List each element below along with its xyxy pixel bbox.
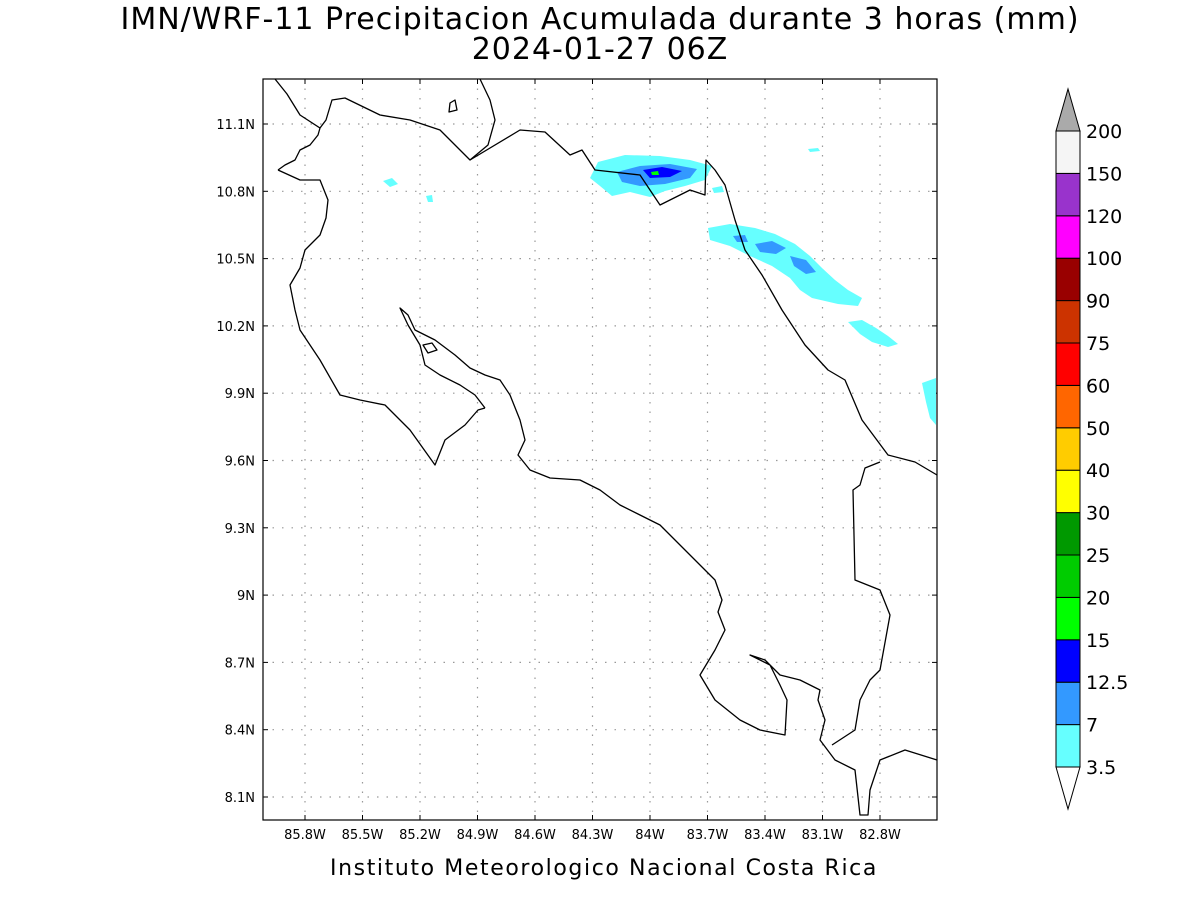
nicoya-gulf	[399, 307, 938, 816]
colorbar-swatch	[1055, 257, 1081, 302]
lon-tick-label: 83.1W	[802, 828, 844, 843]
colorbar-label: 200	[1086, 121, 1122, 143]
pacific-north-coast	[277, 169, 486, 466]
rain-area-blue	[755, 241, 786, 254]
lon-tick-label: 84.6W	[514, 828, 556, 843]
colorbar-bottom-arrow	[1055, 766, 1081, 811]
lat-tick-label: 10.2N	[216, 320, 255, 335]
colorbar-label: 15	[1086, 630, 1110, 652]
lat-tick-label: 9.9N	[225, 387, 255, 402]
colorbar-label: 150	[1086, 163, 1122, 185]
coastlines	[274, 78, 938, 816]
colorbar-swatch	[1055, 300, 1081, 344]
lat-tick-label: 9N	[237, 589, 255, 604]
colorbar-label: 20	[1086, 587, 1110, 609]
footer-credit: Instituto Meteorologico Nacional Costa R…	[330, 856, 878, 881]
lon-tick-label: 85.8W	[284, 828, 326, 843]
colorbar-label: 7	[1086, 715, 1098, 737]
nicaragua-coast-lake	[274, 78, 938, 476]
colorbar-swatch	[1055, 215, 1081, 259]
lat-tick-label: 11.1N	[216, 118, 255, 133]
nicaragua-northeast-coast	[469, 78, 496, 161]
colorbar-label: 75	[1086, 333, 1110, 355]
rain-area-cyan	[922, 378, 936, 425]
lat-tick-label: 9.3N	[225, 522, 255, 537]
map-valid-time: 2024-01-27 06Z	[471, 32, 729, 67]
colorbar-swatch	[1055, 469, 1081, 514]
colorbar-top-arrow	[1055, 87, 1081, 132]
lon-tick-label: 84.3W	[572, 828, 614, 843]
lon-tick-label: 85.5W	[342, 828, 384, 843]
islet	[448, 99, 458, 113]
rain-area-cyan	[712, 186, 724, 193]
map-title: IMN/WRF-11 Precipitacion Acumulada duran…	[120, 2, 1080, 37]
colorbar-label: 30	[1086, 503, 1110, 525]
colorbar-swatch	[1055, 554, 1081, 598]
longitude-labels: 85.8W 85.5W 85.2W 84.9W 84.6W 84.3W 84W 83.7W 83…	[284, 828, 901, 843]
rain-area-blue	[790, 256, 816, 274]
colorbar-label: 12.5	[1086, 672, 1128, 694]
lat-tick-label: 10.5N	[216, 253, 255, 268]
lon-tick-label: 82.8W	[859, 828, 901, 843]
panama-border	[831, 461, 891, 746]
lon-tick-label: 85.2W	[399, 828, 441, 843]
colorbar-label: 50	[1086, 418, 1110, 440]
colorbar-swatch	[1055, 384, 1081, 429]
colorbar-swatch	[1055, 427, 1081, 471]
rain-area-cyan	[848, 320, 898, 347]
colorbar-label: 120	[1086, 206, 1122, 228]
rain-area-cyan	[708, 224, 862, 306]
colorbar-label: 90	[1086, 291, 1110, 313]
precipitation-shading	[383, 148, 936, 425]
rain-area-green	[651, 171, 659, 175]
colorbar-swatch	[1055, 130, 1081, 174]
latitude-labels: 11.1N 10.8N 10.5N 10.2N 9.9N 9.6N 9.3N 9N 8.7N 8.…	[216, 118, 255, 806]
lat-tick-label: 8.7N	[225, 656, 255, 671]
lon-tick-label: 83.7W	[687, 828, 729, 843]
lon-tick-label: 84W	[635, 828, 665, 843]
colorbar-swatch	[1055, 681, 1081, 726]
colorbar-swatch	[1055, 512, 1081, 556]
colorbar-label: 100	[1086, 248, 1122, 270]
rain-area-cyan	[426, 195, 433, 202]
lat-tick-label: 9.6N	[225, 455, 255, 470]
chira-island	[422, 342, 438, 354]
colorbar-swatch	[1055, 639, 1081, 683]
colorbar-swatch	[1055, 172, 1081, 217]
lon-tick-label: 84.9W	[457, 828, 499, 843]
lon-tick-label: 83.4W	[744, 828, 786, 843]
colorbar-label: 40	[1086, 460, 1110, 482]
rain-area-darkblue	[643, 167, 682, 178]
graticule	[263, 79, 937, 820]
colorbar-swatch	[1055, 724, 1081, 768]
rain-area-cyan	[808, 148, 820, 152]
lat-tick-label: 8.1N	[225, 791, 255, 806]
colorbar-swatch	[1055, 596, 1081, 641]
guanacaste-coast	[277, 127, 321, 171]
colorbar-label: 3.5	[1086, 757, 1116, 779]
lat-tick-label: 8.4N	[225, 724, 255, 739]
colorbar-label: 25	[1086, 545, 1110, 567]
rain-area-cyan	[383, 178, 398, 187]
lat-tick-label: 10.8N	[216, 185, 255, 200]
colorbar: 3.5 7 12.5 15 20 25 30 40 50 60 75 90 100 120 150 200	[1055, 87, 1128, 811]
map-frame	[262, 78, 938, 821]
colorbar-label: 60	[1086, 375, 1110, 397]
colorbar-swatch	[1055, 342, 1081, 386]
